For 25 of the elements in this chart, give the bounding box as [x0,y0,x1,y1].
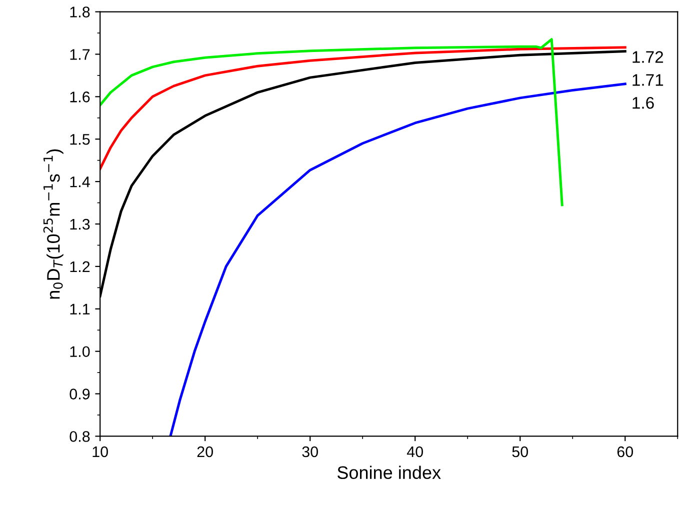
x-tick-label: 10 [92,446,108,458]
y-tick-label: 1.2 [70,261,90,272]
y-tick-label: 1.3 [70,218,90,230]
x-tick-label: 20 [197,446,213,458]
x-tick-label: 50 [512,446,528,458]
y-tick-label: 1.0 [70,346,90,358]
line-series [169,82,626,436]
y-tick-label: 0.8 [70,431,90,442]
y-tick-label: 1.1 [70,304,90,314]
x-tick-label: 40 [406,446,424,458]
y-tick-label: 1.7 [70,49,90,60]
y-tick-label: 1.4 [70,176,90,188]
y-tick-label: 1.6 [70,92,90,102]
y-tick-label: 0.9 [70,388,90,400]
y-tick-label: 1.5 [70,134,90,145]
text: n$_{0}$D$_{T}$(10$^{25}$m$^{−1}$s$^{−1}$) [43,149,64,299]
x-axis-title: Sonine index [337,466,441,480]
line-series [100,38,564,206]
x-tick-label: 60 [617,446,634,458]
annotation: 1.6 [632,96,654,109]
annotation: 1.72 [632,51,664,63]
line-series [100,46,626,170]
x-tick-label: 30 [302,446,318,458]
y-tick-label: 1.8 [70,6,90,18]
annotation: 1.71 [632,74,664,86]
